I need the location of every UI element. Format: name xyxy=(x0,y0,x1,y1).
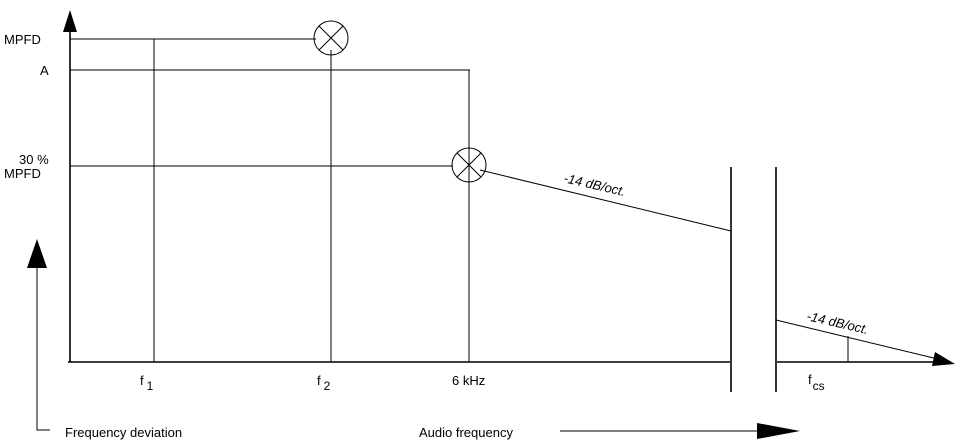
vertical-axis-arrowhead xyxy=(63,10,77,32)
frequency-deviation-arrowhead xyxy=(27,239,47,268)
label-audio-frequency: Audio frequency xyxy=(419,425,513,440)
label-fcs: fcs xyxy=(808,372,825,393)
label-thirty-percent-mpfd: MPFD xyxy=(4,166,41,181)
lower-slope-arrowhead xyxy=(932,352,955,366)
label-mpfd: MPFD xyxy=(4,32,41,47)
label-upper-slope: -14 dB/oct. xyxy=(562,170,627,199)
label-six-khz: 6 kHz xyxy=(452,373,485,388)
lower-slope-line xyxy=(775,319,943,361)
crossed-circle-marker-f2 xyxy=(313,20,349,56)
crossed-circle-marker-6khz xyxy=(451,147,487,183)
label-frequency-deviation: Frequency deviation xyxy=(65,425,182,440)
frequency-deviation-arrow-line xyxy=(36,258,50,431)
label-lower-slope: -14 dB/oct. xyxy=(805,308,870,337)
audio-frequency-arrowhead xyxy=(757,423,800,439)
label-a: A xyxy=(40,63,49,78)
label-thirty-percent: 30 % xyxy=(19,152,49,167)
upper-slope-line xyxy=(479,169,732,232)
